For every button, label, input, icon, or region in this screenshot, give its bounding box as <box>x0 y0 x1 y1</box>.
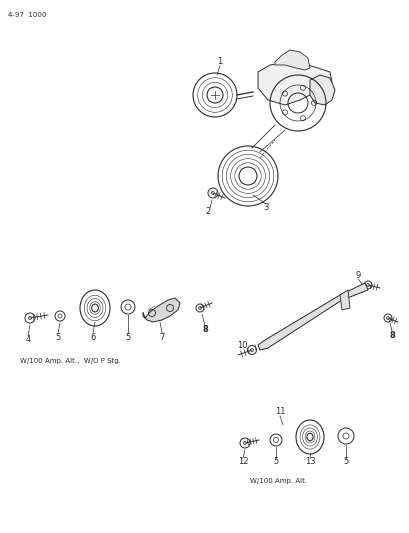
Polygon shape <box>339 290 349 310</box>
Text: 4: 4 <box>25 335 31 344</box>
Polygon shape <box>309 75 334 105</box>
Text: 4-97  1000: 4-97 1000 <box>8 12 46 18</box>
Text: 5: 5 <box>273 457 278 466</box>
Text: 7: 7 <box>159 333 164 342</box>
Text: 11: 11 <box>274 408 285 416</box>
Text: 6: 6 <box>90 333 95 342</box>
Text: 2: 2 <box>205 207 210 216</box>
Text: 9: 9 <box>355 271 360 279</box>
Text: 5: 5 <box>55 333 61 342</box>
Text: 3: 3 <box>263 204 268 213</box>
Polygon shape <box>143 298 180 322</box>
Text: 13: 13 <box>304 457 315 466</box>
Text: 10: 10 <box>237 341 247 350</box>
Text: 5: 5 <box>343 457 348 466</box>
Text: W/100 Amp. Alt.: W/100 Amp. Alt. <box>249 478 306 484</box>
Text: 8: 8 <box>202 326 207 335</box>
Text: 8: 8 <box>388 330 394 340</box>
Text: 12: 12 <box>237 457 247 466</box>
Text: W/100 Amp. Alt.,  W/O P Stg.: W/100 Amp. Alt., W/O P Stg. <box>20 358 121 364</box>
Polygon shape <box>274 50 309 70</box>
Text: 5: 5 <box>125 333 130 342</box>
Polygon shape <box>257 62 331 105</box>
Text: 1: 1 <box>217 58 222 67</box>
Polygon shape <box>257 283 367 350</box>
